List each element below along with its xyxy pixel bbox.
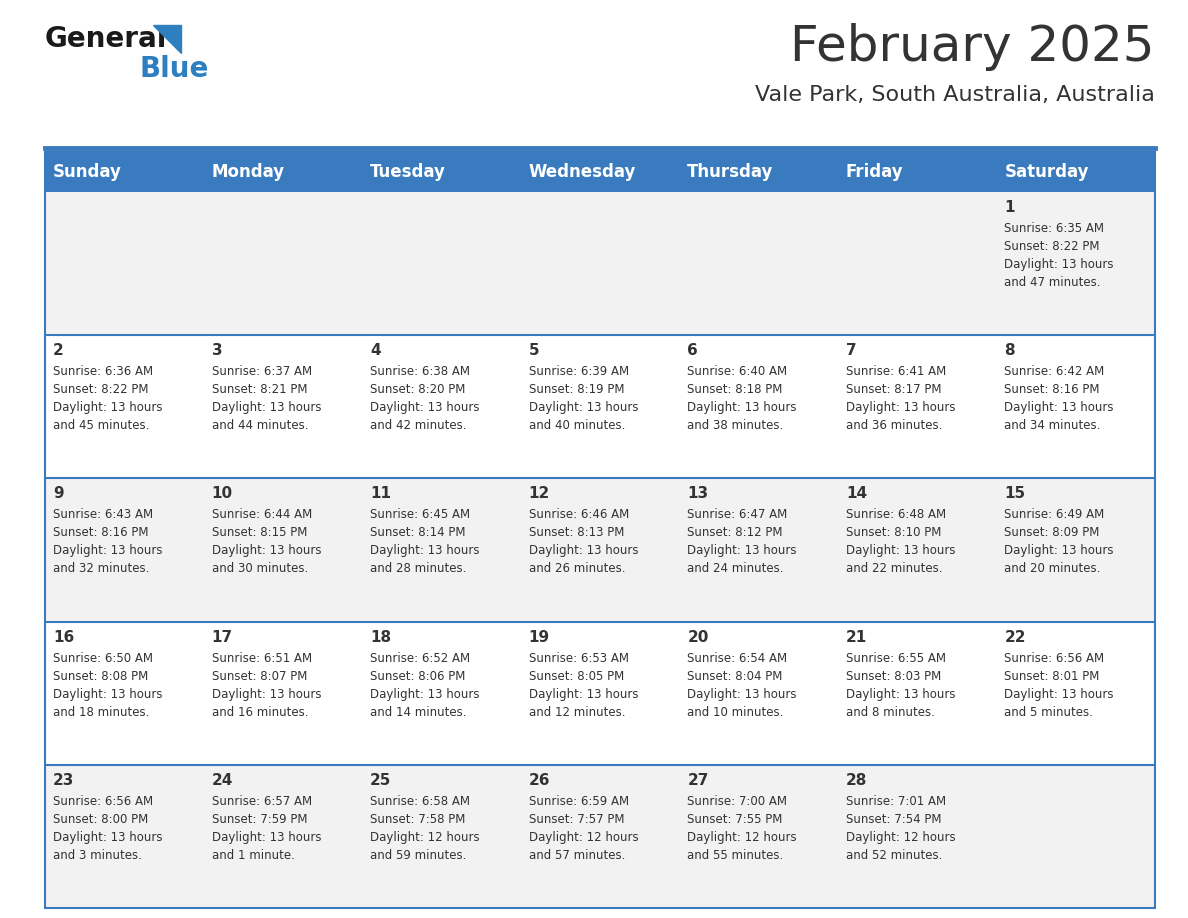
Text: 1: 1 bbox=[1004, 200, 1015, 215]
Text: Vale Park, South Australia, Australia: Vale Park, South Australia, Australia bbox=[756, 85, 1155, 105]
Text: Sunrise: 6:39 AM
Sunset: 8:19 PM
Daylight: 13 hours
and 40 minutes.: Sunrise: 6:39 AM Sunset: 8:19 PM Dayligh… bbox=[529, 365, 638, 432]
Text: 16: 16 bbox=[53, 630, 74, 644]
Text: 20: 20 bbox=[688, 630, 709, 644]
Text: 6: 6 bbox=[688, 343, 699, 358]
Text: Sunrise: 6:48 AM
Sunset: 8:10 PM
Daylight: 13 hours
and 22 minutes.: Sunrise: 6:48 AM Sunset: 8:10 PM Dayligh… bbox=[846, 509, 955, 576]
Text: 12: 12 bbox=[529, 487, 550, 501]
Text: Sunrise: 6:52 AM
Sunset: 8:06 PM
Daylight: 13 hours
and 14 minutes.: Sunrise: 6:52 AM Sunset: 8:06 PM Dayligh… bbox=[371, 652, 480, 719]
Text: Sunrise: 6:51 AM
Sunset: 8:07 PM
Daylight: 13 hours
and 16 minutes.: Sunrise: 6:51 AM Sunset: 8:07 PM Dayligh… bbox=[211, 652, 321, 719]
Text: Sunrise: 6:50 AM
Sunset: 8:08 PM
Daylight: 13 hours
and 18 minutes.: Sunrise: 6:50 AM Sunset: 8:08 PM Dayligh… bbox=[53, 652, 163, 719]
Text: Sunrise: 6:35 AM
Sunset: 8:22 PM
Daylight: 13 hours
and 47 minutes.: Sunrise: 6:35 AM Sunset: 8:22 PM Dayligh… bbox=[1004, 222, 1114, 289]
Text: 15: 15 bbox=[1004, 487, 1025, 501]
Text: Wednesday: Wednesday bbox=[529, 163, 636, 181]
Text: February 2025: February 2025 bbox=[790, 23, 1155, 71]
Text: Sunrise: 6:41 AM
Sunset: 8:17 PM
Daylight: 13 hours
and 36 minutes.: Sunrise: 6:41 AM Sunset: 8:17 PM Dayligh… bbox=[846, 365, 955, 432]
Text: Sunrise: 6:40 AM
Sunset: 8:18 PM
Daylight: 13 hours
and 38 minutes.: Sunrise: 6:40 AM Sunset: 8:18 PM Dayligh… bbox=[688, 365, 797, 432]
Text: 5: 5 bbox=[529, 343, 539, 358]
Text: Sunrise: 7:01 AM
Sunset: 7:54 PM
Daylight: 12 hours
and 52 minutes.: Sunrise: 7:01 AM Sunset: 7:54 PM Dayligh… bbox=[846, 795, 955, 862]
Text: 26: 26 bbox=[529, 773, 550, 788]
Text: Sunrise: 6:38 AM
Sunset: 8:20 PM
Daylight: 13 hours
and 42 minutes.: Sunrise: 6:38 AM Sunset: 8:20 PM Dayligh… bbox=[371, 365, 480, 432]
Text: Sunrise: 6:55 AM
Sunset: 8:03 PM
Daylight: 13 hours
and 8 minutes.: Sunrise: 6:55 AM Sunset: 8:03 PM Dayligh… bbox=[846, 652, 955, 719]
Text: Sunrise: 6:42 AM
Sunset: 8:16 PM
Daylight: 13 hours
and 34 minutes.: Sunrise: 6:42 AM Sunset: 8:16 PM Dayligh… bbox=[1004, 365, 1114, 432]
Bar bbox=[45, 192, 1155, 335]
Text: 8: 8 bbox=[1004, 343, 1015, 358]
Text: 23: 23 bbox=[53, 773, 75, 788]
Text: 25: 25 bbox=[371, 773, 392, 788]
Text: 21: 21 bbox=[846, 630, 867, 644]
Text: Saturday: Saturday bbox=[1004, 163, 1089, 181]
Text: Tuesday: Tuesday bbox=[371, 163, 446, 181]
Text: Monday: Monday bbox=[211, 163, 285, 181]
Text: 17: 17 bbox=[211, 630, 233, 644]
Text: Sunrise: 6:45 AM
Sunset: 8:14 PM
Daylight: 13 hours
and 28 minutes.: Sunrise: 6:45 AM Sunset: 8:14 PM Dayligh… bbox=[371, 509, 480, 576]
Bar bbox=[45, 621, 1155, 765]
Text: Sunrise: 6:49 AM
Sunset: 8:09 PM
Daylight: 13 hours
and 20 minutes.: Sunrise: 6:49 AM Sunset: 8:09 PM Dayligh… bbox=[1004, 509, 1114, 576]
Text: Sunrise: 6:37 AM
Sunset: 8:21 PM
Daylight: 13 hours
and 44 minutes.: Sunrise: 6:37 AM Sunset: 8:21 PM Dayligh… bbox=[211, 365, 321, 432]
Text: Blue: Blue bbox=[140, 55, 209, 83]
Text: Sunrise: 6:58 AM
Sunset: 7:58 PM
Daylight: 12 hours
and 59 minutes.: Sunrise: 6:58 AM Sunset: 7:58 PM Dayligh… bbox=[371, 795, 480, 862]
Text: Friday: Friday bbox=[846, 163, 904, 181]
Text: Sunrise: 6:43 AM
Sunset: 8:16 PM
Daylight: 13 hours
and 32 minutes.: Sunrise: 6:43 AM Sunset: 8:16 PM Dayligh… bbox=[53, 509, 163, 576]
Text: 14: 14 bbox=[846, 487, 867, 501]
Text: Sunrise: 7:00 AM
Sunset: 7:55 PM
Daylight: 12 hours
and 55 minutes.: Sunrise: 7:00 AM Sunset: 7:55 PM Dayligh… bbox=[688, 795, 797, 862]
Text: Sunrise: 6:54 AM
Sunset: 8:04 PM
Daylight: 13 hours
and 10 minutes.: Sunrise: 6:54 AM Sunset: 8:04 PM Dayligh… bbox=[688, 652, 797, 719]
Text: General: General bbox=[45, 25, 168, 53]
Text: 22: 22 bbox=[1004, 630, 1026, 644]
Text: Sunrise: 6:57 AM
Sunset: 7:59 PM
Daylight: 13 hours
and 1 minute.: Sunrise: 6:57 AM Sunset: 7:59 PM Dayligh… bbox=[211, 795, 321, 862]
Text: Sunrise: 6:56 AM
Sunset: 8:01 PM
Daylight: 13 hours
and 5 minutes.: Sunrise: 6:56 AM Sunset: 8:01 PM Dayligh… bbox=[1004, 652, 1114, 719]
Text: Sunrise: 6:53 AM
Sunset: 8:05 PM
Daylight: 13 hours
and 12 minutes.: Sunrise: 6:53 AM Sunset: 8:05 PM Dayligh… bbox=[529, 652, 638, 719]
Text: Sunrise: 6:36 AM
Sunset: 8:22 PM
Daylight: 13 hours
and 45 minutes.: Sunrise: 6:36 AM Sunset: 8:22 PM Dayligh… bbox=[53, 365, 163, 432]
Text: 4: 4 bbox=[371, 343, 381, 358]
Text: Sunday: Sunday bbox=[53, 163, 122, 181]
Text: 10: 10 bbox=[211, 487, 233, 501]
Text: Sunrise: 6:56 AM
Sunset: 8:00 PM
Daylight: 13 hours
and 3 minutes.: Sunrise: 6:56 AM Sunset: 8:00 PM Dayligh… bbox=[53, 795, 163, 862]
Text: 9: 9 bbox=[53, 487, 64, 501]
Text: 24: 24 bbox=[211, 773, 233, 788]
Text: Thursday: Thursday bbox=[688, 163, 773, 181]
Text: Sunrise: 6:44 AM
Sunset: 8:15 PM
Daylight: 13 hours
and 30 minutes.: Sunrise: 6:44 AM Sunset: 8:15 PM Dayligh… bbox=[211, 509, 321, 576]
Text: 2: 2 bbox=[53, 343, 64, 358]
Bar bbox=[45, 478, 1155, 621]
Text: 18: 18 bbox=[371, 630, 391, 644]
Text: 13: 13 bbox=[688, 487, 708, 501]
Text: 28: 28 bbox=[846, 773, 867, 788]
Text: 19: 19 bbox=[529, 630, 550, 644]
Text: Sunrise: 6:46 AM
Sunset: 8:13 PM
Daylight: 13 hours
and 26 minutes.: Sunrise: 6:46 AM Sunset: 8:13 PM Dayligh… bbox=[529, 509, 638, 576]
Bar bbox=[45, 152, 1155, 908]
Polygon shape bbox=[153, 25, 181, 53]
Text: 27: 27 bbox=[688, 773, 709, 788]
Text: Sunrise: 6:47 AM
Sunset: 8:12 PM
Daylight: 13 hours
and 24 minutes.: Sunrise: 6:47 AM Sunset: 8:12 PM Dayligh… bbox=[688, 509, 797, 576]
Text: 3: 3 bbox=[211, 343, 222, 358]
Bar bbox=[45, 335, 1155, 478]
Bar bbox=[45, 765, 1155, 908]
Text: 7: 7 bbox=[846, 343, 857, 358]
Text: 11: 11 bbox=[371, 487, 391, 501]
Text: Sunrise: 6:59 AM
Sunset: 7:57 PM
Daylight: 12 hours
and 57 minutes.: Sunrise: 6:59 AM Sunset: 7:57 PM Dayligh… bbox=[529, 795, 638, 862]
Bar bbox=[45, 152, 1155, 192]
